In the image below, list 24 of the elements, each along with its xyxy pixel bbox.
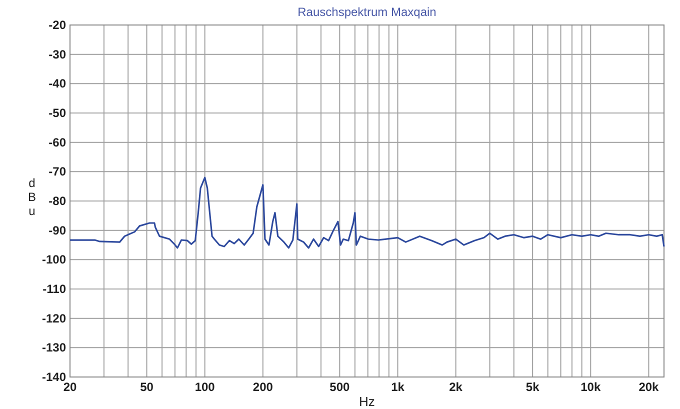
x-tick-label: 5k bbox=[526, 380, 540, 394]
x-tick-label: 500 bbox=[330, 380, 350, 394]
y-tick-label: -120 bbox=[42, 311, 66, 326]
y-tick-label: -40 bbox=[48, 76, 66, 91]
y-tick-label: -130 bbox=[42, 340, 66, 355]
y-tick-label: -100 bbox=[42, 252, 66, 267]
x-tick-label: 200 bbox=[252, 380, 274, 394]
y-tick-label: -110 bbox=[42, 282, 66, 296]
chart-title: Rauschspektrum Maxqain bbox=[298, 5, 436, 19]
x-tick-label: 20k bbox=[638, 380, 660, 394]
y-tick-label: -20 bbox=[48, 18, 66, 32]
x-axis-title: Hz bbox=[359, 394, 375, 409]
x-tick-label: 10k bbox=[580, 380, 601, 394]
y-tick-label: -50 bbox=[48, 106, 66, 120]
y-axis-title: dBu bbox=[28, 176, 36, 218]
x-tick-label: 100 bbox=[194, 380, 216, 394]
y-tick-label: -80 bbox=[48, 194, 66, 208]
x-tick-label: 2k bbox=[449, 380, 463, 394]
x-tick-label: 1k bbox=[391, 380, 405, 394]
y-tick-label: -70 bbox=[48, 164, 66, 179]
x-tick-label: 50 bbox=[140, 380, 154, 394]
y-tick-label: -30 bbox=[48, 47, 66, 62]
y-tick-label: -60 bbox=[48, 135, 66, 150]
y-tick-label: -90 bbox=[48, 223, 66, 238]
